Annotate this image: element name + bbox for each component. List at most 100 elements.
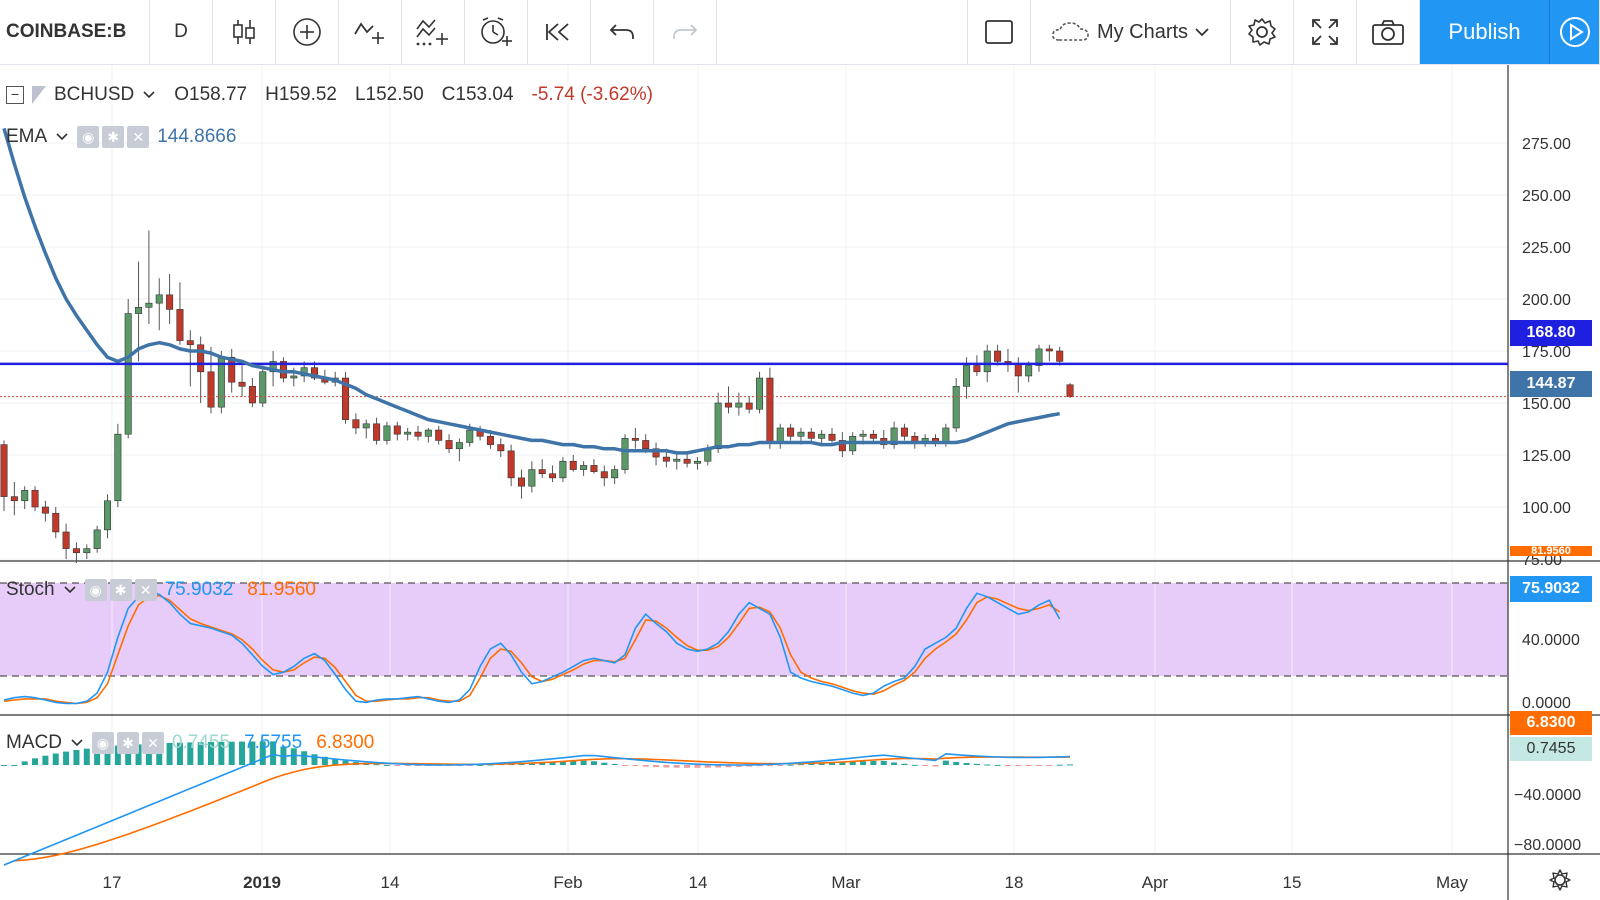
chevron-down-icon[interactable] xyxy=(55,132,69,142)
compare-add-icon[interactable] xyxy=(276,0,339,64)
gear-icon[interactable]: ✱ xyxy=(109,579,132,601)
time-axis-label: Feb xyxy=(553,873,582,892)
chart-canvas[interactable]: 275.00 250.00 225.00 200.00 175.00 150.00 125.… xyxy=(0,65,1600,900)
candle-body xyxy=(766,377,774,443)
candle-body xyxy=(952,386,960,429)
play-icon[interactable] xyxy=(1550,0,1600,64)
gear-icon[interactable]: ✱ xyxy=(102,126,125,148)
macd-histogram-bar xyxy=(901,763,908,765)
ema-legend-value: 144.8666 xyxy=(157,126,237,147)
price-axis-label: 75.00 xyxy=(1522,552,1562,569)
macd-hist-price-tag: 0.7455 xyxy=(1510,737,1592,761)
macd-axis-label: −80.0000 xyxy=(1514,837,1581,854)
macd-histogram-bar xyxy=(756,765,763,767)
symbol-search-button[interactable]: COINBASE:B xyxy=(0,0,150,64)
macd-histogram-bar xyxy=(208,742,214,765)
candle-body xyxy=(621,438,629,470)
macd-histogram-bar xyxy=(104,746,111,765)
alert-clock-icon[interactable] xyxy=(465,0,528,64)
eye-icon[interactable]: ◉ xyxy=(84,579,107,601)
ema-legend-name[interactable]: EMA xyxy=(6,126,48,147)
macd-legend: MACD ◉ ✱ ✕ 0.7455 7.5755 6.8300 xyxy=(6,732,374,754)
gear-icon[interactable] xyxy=(1231,0,1294,64)
candle-body xyxy=(942,427,950,443)
my-charts-button[interactable]: My Charts xyxy=(1031,0,1231,64)
stoch-d-price-tag: 81.9560 xyxy=(1510,546,1592,556)
candle-body xyxy=(248,386,256,404)
macd-histogram-bar xyxy=(559,761,566,765)
close-icon[interactable]: ✕ xyxy=(127,126,150,148)
macd-controls: ◉ ✱ ✕ xyxy=(91,732,164,754)
macd-histogram-bar xyxy=(394,765,401,766)
candle-body xyxy=(466,429,474,443)
candle-body xyxy=(828,433,836,441)
replay-icon[interactable] xyxy=(528,0,591,64)
candle-body xyxy=(486,435,494,445)
chevron-down-icon[interactable] xyxy=(70,738,84,748)
macd-histogram-bar xyxy=(342,760,349,765)
macd-histogram-bar xyxy=(808,763,815,765)
candle-body xyxy=(72,548,80,554)
eye-icon[interactable]: ◉ xyxy=(91,732,114,754)
macd-histogram-bar xyxy=(922,765,929,766)
stoch-d-value: 81.9560 xyxy=(247,579,316,600)
candle-body xyxy=(362,423,370,429)
candle-body xyxy=(538,469,546,475)
interval-button[interactable]: D xyxy=(150,0,213,64)
collapse-icon[interactable]: − xyxy=(6,86,24,104)
macd-histogram-bar xyxy=(290,748,297,765)
candle-body xyxy=(352,419,360,429)
candle-body xyxy=(62,531,70,549)
candles-icon[interactable] xyxy=(213,0,276,64)
candle-body xyxy=(373,423,381,441)
axis-settings-icon[interactable] xyxy=(1549,869,1571,891)
ema-legend: EMA ◉ ✱ ✕ 144.8666 xyxy=(6,126,236,148)
price-axis-label: 150.00 xyxy=(1522,396,1571,413)
layout-icon[interactable] xyxy=(968,0,1031,64)
macd-histogram-bar xyxy=(849,761,856,765)
macd-histogram-bar xyxy=(228,741,235,765)
macd-histogram-bar xyxy=(797,764,804,766)
macd-histogram-bar xyxy=(932,765,939,767)
candle-body xyxy=(787,427,795,437)
stoch-k-value: 75.9032 xyxy=(164,579,234,600)
candle-body xyxy=(404,431,412,435)
stoch-legend-name[interactable]: Stoch xyxy=(6,579,55,600)
fullscreen-icon[interactable] xyxy=(1294,0,1357,64)
chevron-down-icon[interactable] xyxy=(63,585,77,595)
flag-icon[interactable] xyxy=(32,86,46,104)
chevron-down-icon[interactable] xyxy=(142,90,156,100)
macd-histogram-bar xyxy=(1,765,7,766)
templates-icon[interactable] xyxy=(402,0,465,64)
macd-histogram-bar xyxy=(632,765,639,766)
candle-body xyxy=(124,313,132,435)
close-icon[interactable]: ✕ xyxy=(134,579,157,601)
legend-symbol[interactable]: BCHUSD xyxy=(54,84,135,105)
indicators-icon[interactable] xyxy=(339,0,402,64)
gear-icon[interactable]: ✱ xyxy=(116,732,139,754)
close-icon[interactable]: ✕ xyxy=(141,732,164,754)
candle-body xyxy=(1045,348,1053,352)
macd-histogram-bar xyxy=(311,754,318,765)
camera-icon[interactable] xyxy=(1357,0,1420,64)
macd-histogram-bar xyxy=(332,758,339,765)
macd-histogram-bar xyxy=(197,742,204,765)
undo-icon[interactable] xyxy=(591,0,654,64)
publish-button[interactable]: Publish xyxy=(1420,0,1550,64)
candle-body xyxy=(756,377,764,410)
macd-signal-line xyxy=(3,756,1071,866)
macd-histogram-bar xyxy=(1025,765,1032,766)
candle-body xyxy=(228,356,236,383)
macd-histogram-bar xyxy=(125,744,132,765)
candle-body xyxy=(269,361,277,373)
macd-histogram-bar xyxy=(383,764,390,766)
stoch-k-price-tag: 75.9032 xyxy=(1510,576,1592,602)
candle-body xyxy=(0,444,8,497)
macd-histogram-bar xyxy=(549,761,556,765)
eye-icon[interactable]: ◉ xyxy=(77,126,100,148)
macd-histogram-bar xyxy=(11,765,18,766)
redo-icon[interactable] xyxy=(654,0,717,64)
macd-histogram-bar xyxy=(694,765,701,768)
macd-legend-name[interactable]: MACD xyxy=(6,732,62,753)
macd-histogram-bar xyxy=(942,760,949,765)
